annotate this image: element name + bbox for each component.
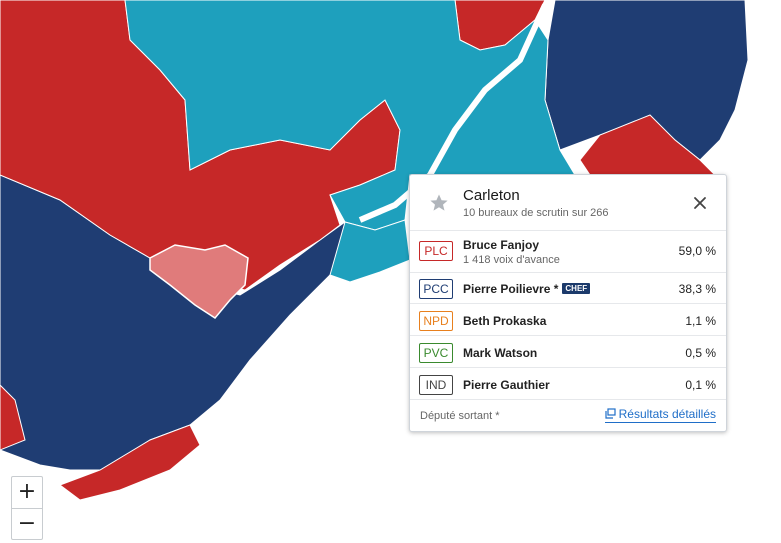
candidate-row: NPD Beth Prokaska 1,1 %	[410, 305, 726, 337]
riding-plc-southwest[interactable]	[0, 384, 26, 451]
candidate-row: PLC Bruce Fanjoy 1 418 voix d'avance 59,…	[410, 233, 726, 266]
popup-subtitle: 10 bureaux de scrutin sur 266	[463, 207, 609, 219]
divider	[410, 230, 726, 231]
detailed-results-label: Résultats détaillés	[618, 407, 716, 421]
candidate-percent: 0,5 %	[685, 346, 716, 360]
chef-badge: CHEF	[562, 283, 591, 294]
candidate-percent: 38,3 %	[678, 282, 716, 296]
river	[358, 3, 548, 223]
party-badge: IND	[419, 375, 453, 395]
candidate-row: PVC Mark Watson 0,5 %	[410, 337, 726, 369]
candidate-percent: 1,1 %	[685, 314, 716, 328]
party-badge: NPD	[419, 311, 453, 331]
candidate-row: IND Pierre Gauthier 0,1 %	[410, 369, 726, 401]
party-badge: PCC	[419, 279, 453, 299]
external-window-icon	[605, 408, 616, 419]
popup-title: Carleton	[463, 187, 520, 204]
incumbent-note: Député sortant *	[420, 410, 500, 422]
divider	[410, 272, 726, 273]
candidate-percent: 59,0 %	[678, 244, 716, 258]
candidate-lead: 1 418 voix d'avance	[463, 254, 560, 266]
divider	[410, 367, 726, 368]
candidate-row: PCC Pierre Poilievre * CHEF 38,3 %	[410, 273, 726, 305]
party-badge: PLC	[419, 241, 453, 261]
riding-plc-south[interactable]	[58, 424, 201, 501]
party-badge: PVC	[419, 343, 453, 363]
close-icon[interactable]	[690, 193, 710, 213]
riding-popup: Carleton 10 bureaux de scrutin sur 266 P…	[409, 174, 727, 432]
candidate-name: Bruce Fanjoy	[463, 238, 540, 252]
zoom-divider	[12, 508, 42, 509]
riding-carleton-selected[interactable]	[149, 244, 249, 319]
candidate-name: Pierre Gauthier	[463, 378, 550, 392]
divider	[410, 335, 726, 336]
divider	[410, 303, 726, 304]
zoom-control: + −	[11, 476, 43, 540]
candidate-percent: 0,1 %	[685, 378, 716, 392]
detailed-results-link[interactable]: Résultats détaillés	[604, 407, 716, 423]
zoom-in-button[interactable]: +	[17, 479, 37, 504]
divider	[410, 399, 726, 400]
star-icon[interactable]	[429, 193, 449, 213]
candidate-name: Beth Prokaska	[463, 314, 547, 328]
candidate-name-text: Pierre Poilievre *	[463, 282, 559, 296]
candidate-name: Mark Watson	[463, 346, 538, 360]
zoom-out-button[interactable]: −	[17, 511, 37, 536]
riding-bloc-south[interactable]	[329, 219, 411, 283]
riding-bloc-north[interactable]	[124, 0, 576, 231]
candidate-name: Pierre Poilievre * CHEF	[463, 282, 591, 296]
